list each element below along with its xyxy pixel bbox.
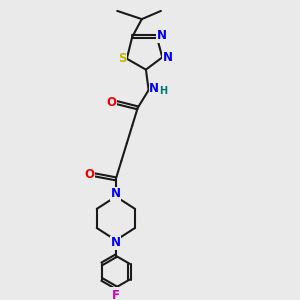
Text: N: N: [111, 236, 121, 250]
Text: N: N: [157, 29, 167, 42]
Text: H: H: [159, 86, 167, 97]
Text: O: O: [106, 96, 116, 109]
Text: N: N: [163, 51, 173, 64]
Text: F: F: [112, 289, 120, 300]
Text: N: N: [149, 82, 159, 95]
Text: O: O: [84, 168, 94, 181]
Text: S: S: [118, 52, 126, 65]
Text: N: N: [111, 188, 121, 200]
